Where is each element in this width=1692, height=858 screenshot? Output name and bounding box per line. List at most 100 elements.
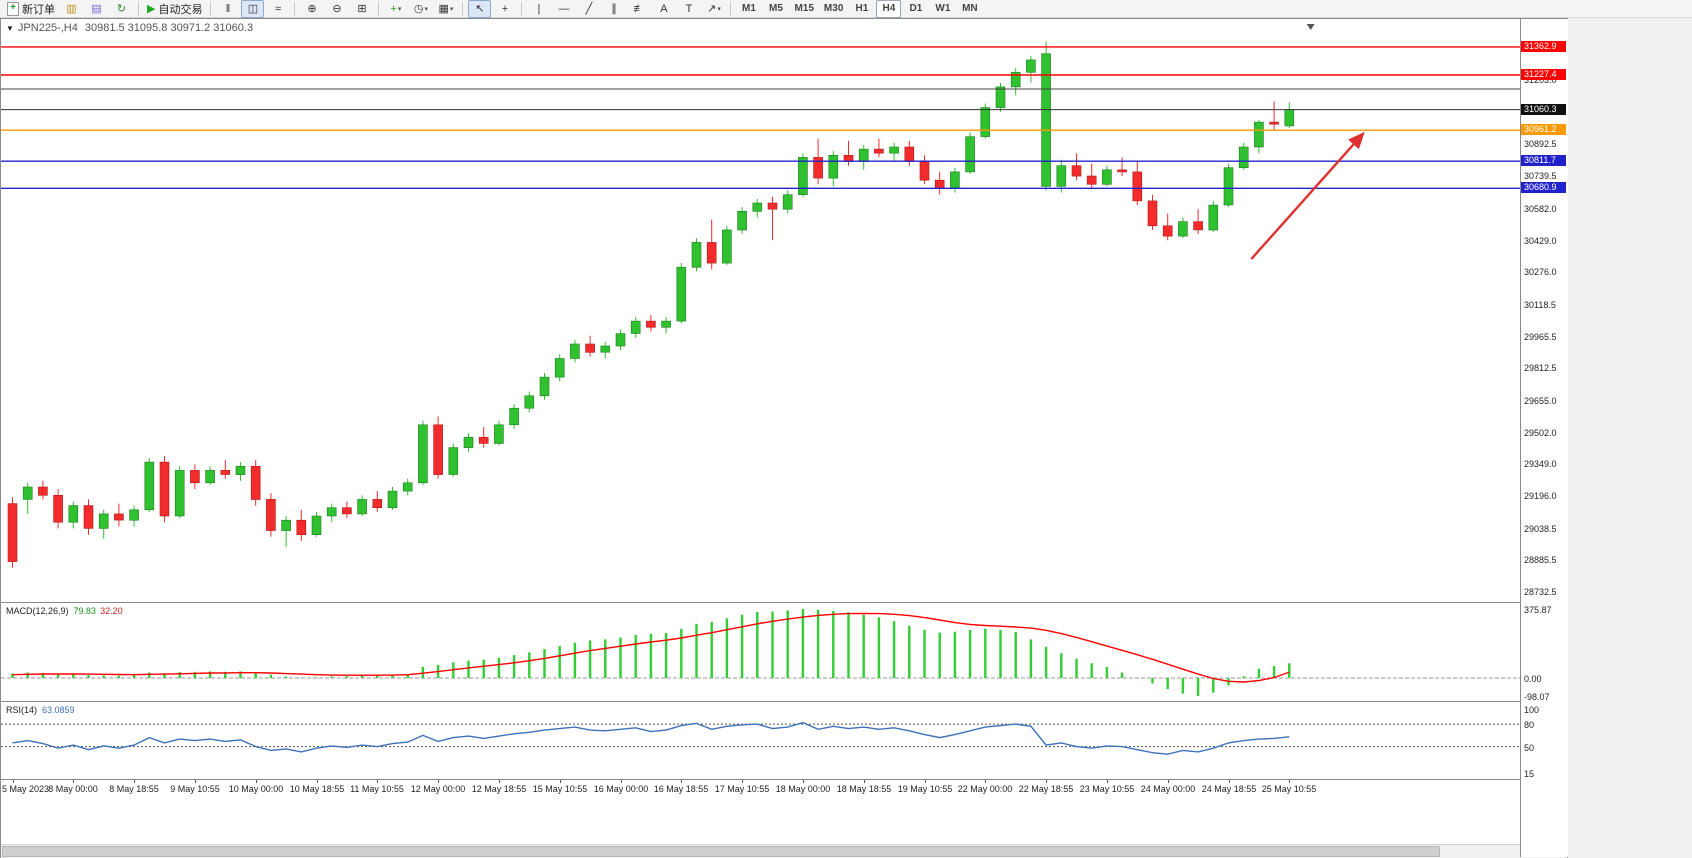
bar-chart-button[interactable]: ‖ <box>216 0 239 18</box>
candle <box>1117 169 1127 173</box>
panel-separator[interactable] <box>1 701 1520 702</box>
chart-shift-marker[interactable] <box>1306 24 1315 30</box>
candle <box>509 407 519 426</box>
price-tick-label: 29502.0 <box>1524 428 1557 438</box>
candle <box>874 148 884 154</box>
chart-window-button[interactable]: ▥ <box>60 0 83 18</box>
macd-panel[interactable] <box>1 604 1520 701</box>
price-level-badge: 30961.2 <box>1521 124 1566 135</box>
symbol-name: JPN225-,H4 <box>17 22 78 34</box>
candle <box>1284 109 1295 127</box>
candle <box>190 470 200 484</box>
cursor-button[interactable]: ↖ <box>468 0 492 18</box>
horizontal-line-button[interactable]: — <box>552 0 575 18</box>
toolbar-separator <box>210 2 212 15</box>
timeframe-button-h4[interactable]: H4 <box>876 0 902 18</box>
fibonacci-button[interactable]: ≢ <box>627 0 650 18</box>
horizontal-scrollbar[interactable] <box>1 844 1567 858</box>
candle <box>1162 225 1173 237</box>
new-order-button[interactable]: + 新订单 <box>4 0 58 18</box>
candle <box>7 503 18 562</box>
main-chart-panel[interactable] <box>1 19 1520 602</box>
time-axis-label: 25 May 10:55 <box>1261 784 1317 794</box>
time-axis-label: 8 May 00:00 <box>48 784 98 794</box>
price-tick-label: 28885.5 <box>1524 555 1557 565</box>
panel-separator[interactable] <box>1 602 1520 603</box>
time-axis-label: 10 May 00:00 <box>228 784 284 794</box>
trendline-icon: ╱ <box>585 2 593 15</box>
refresh-icon: ↻ <box>116 2 127 15</box>
quick-trade-collapse-icon[interactable]: ▼ <box>6 24 14 33</box>
time-axis-tick <box>1046 780 1047 783</box>
vertical-line-button[interactable]: | <box>527 0 550 18</box>
mdi-background <box>1568 18 1692 858</box>
trendline-button[interactable]: ╱ <box>577 0 600 18</box>
horizontal-line-icon: — <box>558 2 570 15</box>
timeframe-button-h1[interactable]: H1 <box>855 3 869 14</box>
equidistant-channel-button[interactable]: ∥ <box>602 0 625 18</box>
macd-name: MACD(12,26,9) <box>6 606 69 616</box>
cursor-icon: ↖ <box>475 2 485 15</box>
candle <box>1132 171 1143 202</box>
rsi-panel[interactable] <box>1 703 1520 779</box>
autotrading-button[interactable]: ▶ 自动交易 <box>144 0 205 18</box>
candle <box>357 499 367 515</box>
candlestick-chart-button[interactable]: ◫ <box>241 0 265 18</box>
profiles-button[interactable]: ▤ <box>85 0 108 18</box>
time-axis-tick <box>742 780 743 783</box>
candle <box>1041 53 1051 187</box>
timeframe-button-mn[interactable]: MN <box>962 3 978 14</box>
candle <box>539 376 550 397</box>
price-level-badge: 30811.7 <box>1521 155 1566 166</box>
toolbar: + 新订单 ▥ ▤ ↻ ▶ 自动交易 ‖ ◫ ≈ ⊕ ⊖ ⊞ + ▾ ◷ ▾ ▦ ▾ ↖ + | — ╱ ∥ ≢ A T ↗ ▾ M1 M5 M… <box>0 0 1692 18</box>
zoom-in-button[interactable]: ⊕ <box>300 0 323 18</box>
chart-window[interactable]: ▼ JPN225-,H4 30981.5 31095.8 30971.2 31060… <box>0 18 1568 858</box>
time-axis-tick <box>985 780 986 783</box>
text-label-button[interactable]: T <box>677 0 700 18</box>
templates-button[interactable]: ▦ ▾ <box>434 0 457 18</box>
candle <box>311 515 322 536</box>
fibonacci-icon: ≢ <box>633 2 645 15</box>
time-axis-label: 18 May 18:55 <box>836 784 892 794</box>
tile-windows-icon: ⊞ <box>357 2 367 15</box>
candle <box>129 509 139 521</box>
time-axis-label: 24 May 18:55 <box>1201 784 1257 794</box>
candle <box>22 486 33 500</box>
timeframe-button-m30[interactable]: M30 <box>823 3 844 14</box>
tile-windows-button[interactable]: ⊞ <box>350 0 373 18</box>
timeframe-button-m1[interactable]: M1 <box>742 3 756 14</box>
time-axis-tick <box>195 780 196 783</box>
chart-window-icon: ▥ <box>66 2 77 15</box>
candle <box>266 499 276 531</box>
crosshair-icon: + <box>501 2 509 15</box>
price-tick-label: 29038.5 <box>1524 524 1557 534</box>
trend-arrow-annotation[interactable] <box>1250 131 1365 260</box>
timeframe-button-d1[interactable]: D1 <box>909 3 923 14</box>
crosshair-button[interactable]: + <box>493 0 516 18</box>
arrows-button[interactable]: ↗ ▾ <box>702 0 725 18</box>
indicators-icon: + <box>390 2 397 15</box>
chevron-down-icon: ▾ <box>397 5 402 13</box>
indicators-button[interactable]: + ▾ <box>384 0 407 18</box>
candle <box>858 148 869 162</box>
price-tick-label: 30739.5 <box>1524 171 1557 181</box>
candle <box>144 461 155 511</box>
line-chart-button[interactable]: ≈ <box>266 0 289 18</box>
scrollbar-thumb[interactable] <box>2 846 1440 857</box>
candle <box>706 242 717 264</box>
candle <box>1086 175 1097 185</box>
candle <box>281 519 291 531</box>
timeframe-button-w1[interactable]: W1 <box>935 3 951 14</box>
candle <box>205 470 215 484</box>
candle <box>1010 72 1021 88</box>
periods-button[interactable]: ◷ ▾ <box>409 0 432 18</box>
timeframe-button-m5[interactable]: M5 <box>769 3 783 14</box>
zoom-out-button[interactable]: ⊖ <box>325 0 348 18</box>
candle <box>767 202 778 210</box>
timeframe-button-m15[interactable]: M15 <box>794 3 814 14</box>
candle <box>1056 165 1067 187</box>
text-button[interactable]: A <box>652 0 675 18</box>
macd-title: MACD(12,26,9) 79.83 32.20 <box>6 606 123 616</box>
candle <box>676 266 687 322</box>
refresh-button[interactable]: ↻ <box>110 0 133 18</box>
